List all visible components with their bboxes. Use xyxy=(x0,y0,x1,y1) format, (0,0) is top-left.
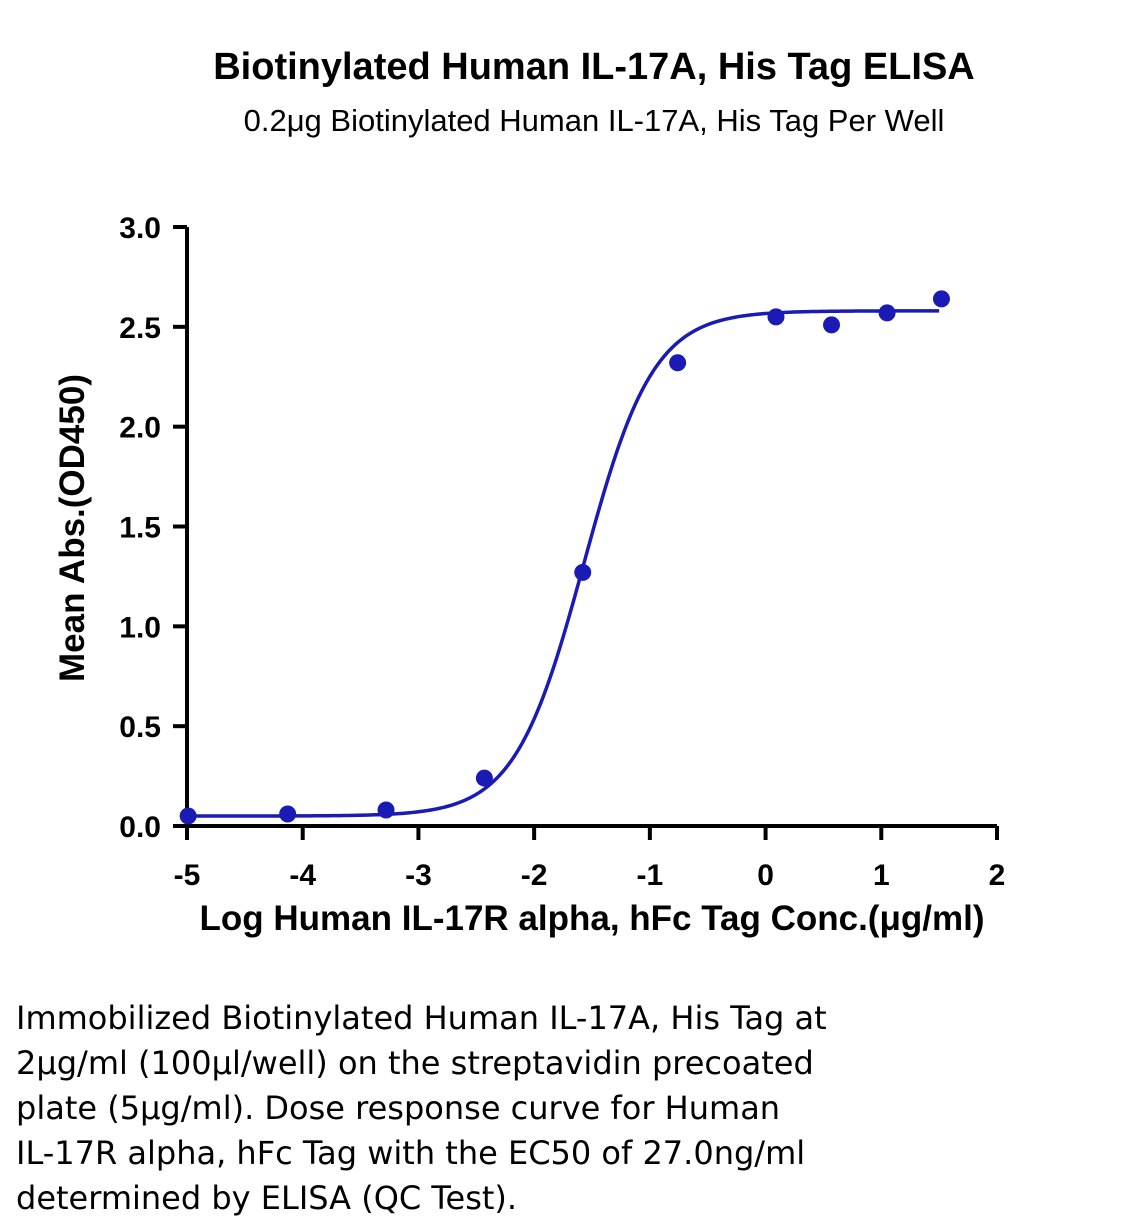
data-point xyxy=(179,807,197,825)
x-tick-label: -3 xyxy=(405,859,432,892)
caption-line: determined by ELISA (QC Test). xyxy=(16,1179,518,1217)
y-tick-label: 0.5 xyxy=(119,711,161,744)
chart-plot: 0.0 0.5 1.0 1.5 2.0 2.5 3.0 -5 -4 -3 -2 -1 0 1 2 Mean … xyxy=(53,212,1005,938)
data-point xyxy=(279,805,297,823)
axes: 0.0 0.5 1.0 1.5 2.0 2.5 3.0 -5 -4 -3 -2 -1 0 1 2 xyxy=(119,212,1005,892)
x-tick-label: 2 xyxy=(989,859,1006,892)
x-tick-label: -2 xyxy=(521,859,548,892)
data-point xyxy=(767,308,785,326)
caption-line: IL-17R alpha, hFc Tag with the EC50 of 2… xyxy=(16,1134,806,1172)
data-point xyxy=(878,304,896,322)
y-tick-label: 3.0 xyxy=(119,212,161,245)
caption: Immobilized Biotinylated Human IL-17A, H… xyxy=(16,996,1016,1221)
data-point xyxy=(377,801,395,819)
y-axis-title: Mean Abs.(OD450) xyxy=(53,374,92,682)
caption-line: Immobilized Biotinylated Human IL-17A, H… xyxy=(16,999,827,1037)
data-point xyxy=(574,563,592,581)
x-tick-label: -1 xyxy=(637,859,664,892)
chart-title: Biotinylated Human IL-17A, His Tag ELISA xyxy=(213,46,975,88)
x-tick-label: 0 xyxy=(757,859,774,892)
chart-subtitle: 0.2μg Biotinylated Human IL-17A, His Tag… xyxy=(243,103,945,138)
x-axis-title: Log Human IL-17R alpha, hFc Tag Conc.(μg… xyxy=(200,899,985,938)
data-point xyxy=(475,769,493,787)
data-point xyxy=(823,316,841,334)
caption-line: plate (5μg/ml). Dose response curve for … xyxy=(16,1089,781,1127)
caption-line: 2μg/ml (100μl/well) on the streptavidin … xyxy=(16,1044,814,1082)
y-tick-label: 0.0 xyxy=(119,811,161,844)
x-tick-label: 1 xyxy=(873,859,890,892)
data-point xyxy=(932,290,950,308)
x-tick-label: -5 xyxy=(174,859,201,892)
fit-curve xyxy=(187,309,940,818)
data-points xyxy=(179,290,950,825)
y-tick-label: 2.5 xyxy=(119,312,161,345)
y-tick-label: 1.5 xyxy=(119,512,161,545)
y-tick-label: 2.0 xyxy=(119,412,161,445)
x-tick-label: -4 xyxy=(289,859,316,892)
data-point xyxy=(669,354,687,372)
y-tick-label: 1.0 xyxy=(119,611,161,644)
